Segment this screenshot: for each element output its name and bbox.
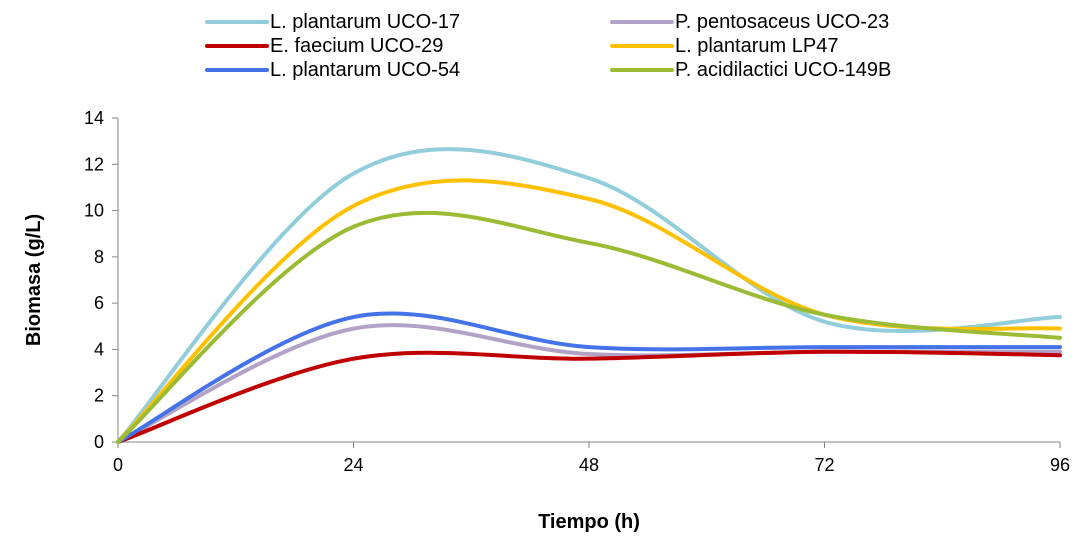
series-line-6 <box>116 210 1062 444</box>
series-line-3 <box>116 349 1062 444</box>
y-axis-title: Biomasa (g/L) <box>23 214 45 346</box>
legend-item: L. plantarum LP47 <box>610 35 838 57</box>
series-line-5 <box>116 311 1062 444</box>
legend-label: L. plantarum UCO-17 <box>270 11 460 33</box>
legend-item: P. acidilactici UCO-149B <box>610 59 891 81</box>
x-axis-title: Tiempo (h) <box>538 511 640 533</box>
y-tick-label: 6 <box>94 293 104 313</box>
legend-label: P. acidilactici UCO-149B <box>675 59 891 81</box>
series-line-2 <box>116 323 1062 444</box>
plot-lines <box>116 147 1062 444</box>
y-tick-label: 12 <box>84 154 104 174</box>
legend-item: P. pentosaceus UCO-23 <box>610 11 889 33</box>
y-tick-label: 14 <box>84 108 104 128</box>
y-tick-label: 0 <box>94 432 104 452</box>
y-ticks: 0 2 4 6 8 10 12 14 <box>84 108 118 452</box>
y-tick-label: 10 <box>84 201 104 221</box>
legend-label: E. faecium UCO-29 <box>270 35 443 57</box>
y-tick-label: 8 <box>94 247 104 267</box>
series-line-4 <box>116 178 1062 444</box>
x-tick-label: 48 <box>579 455 599 475</box>
x-tick-label: 24 <box>343 455 363 475</box>
series-line-1 <box>116 147 1062 444</box>
legend-item: E. faecium UCO-29 <box>205 35 443 57</box>
legend-item: L. plantarum UCO-54 <box>205 59 460 81</box>
x-ticks: 0 24 48 72 96 <box>113 442 1070 475</box>
y-tick-label: 2 <box>94 386 104 406</box>
x-tick-label: 0 <box>113 455 123 475</box>
legend-item: L. plantarum UCO-17 <box>205 11 460 33</box>
legend: L. plantarum UCO-17 P. pentosaceus UCO-23… <box>205 11 891 81</box>
legend-label: L. plantarum UCO-54 <box>270 59 460 81</box>
x-tick-label: 96 <box>1050 455 1070 475</box>
legend-label: P. pentosaceus UCO-23 <box>675 11 889 33</box>
x-tick-label: 72 <box>814 455 834 475</box>
legend-label: L. plantarum LP47 <box>675 35 838 57</box>
y-tick-label: 4 <box>94 339 104 359</box>
